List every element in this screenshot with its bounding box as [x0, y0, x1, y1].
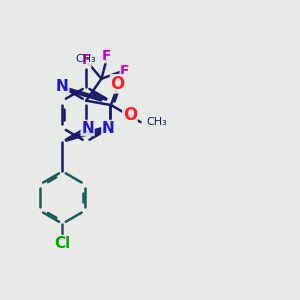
Text: CH₃: CH₃: [76, 54, 97, 64]
Text: N: N: [81, 121, 94, 136]
Text: O: O: [110, 75, 125, 93]
Text: N: N: [56, 80, 69, 94]
Text: F: F: [120, 64, 130, 78]
Text: Cl: Cl: [54, 236, 70, 250]
Text: F: F: [102, 49, 111, 63]
Text: O: O: [123, 106, 137, 124]
Text: F: F: [81, 53, 91, 68]
Text: CH₃: CH₃: [146, 117, 167, 127]
Text: N: N: [102, 121, 115, 136]
